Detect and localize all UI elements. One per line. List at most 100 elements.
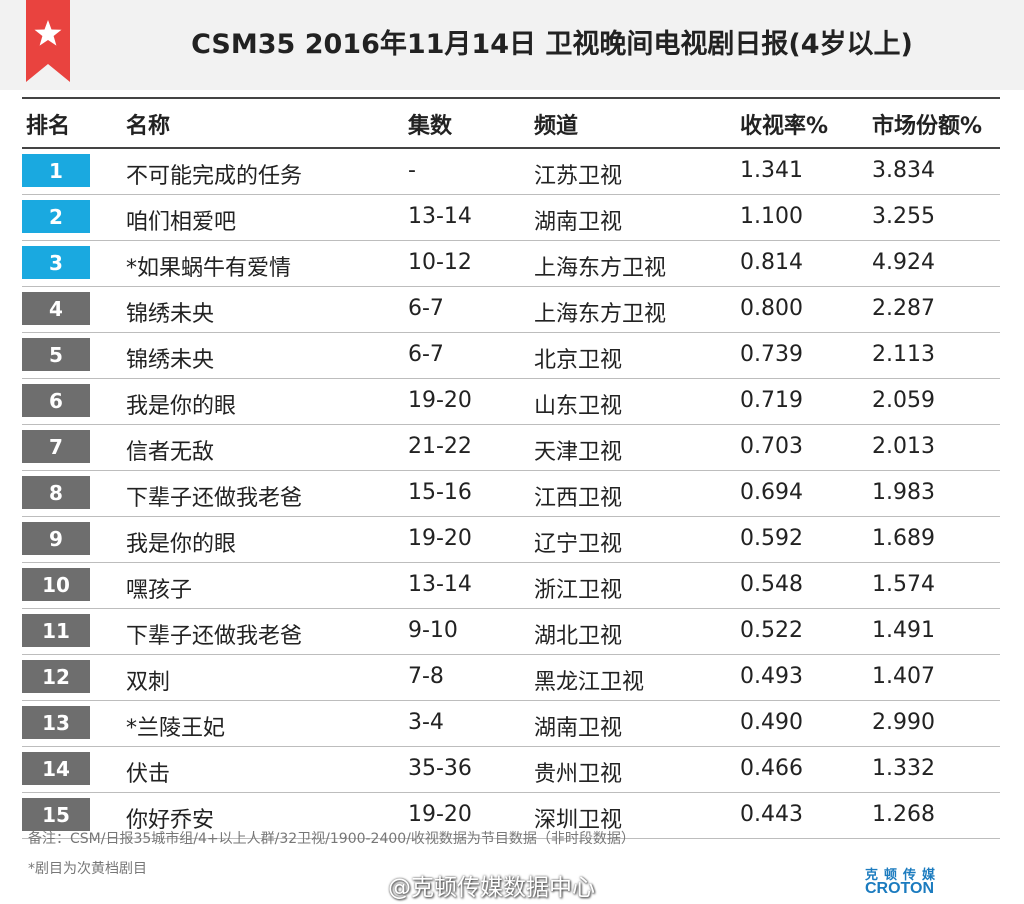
share-cell: 2.990 [872,710,935,735]
rating-cell: 1.341 [740,158,803,183]
table-row: 14 伏击 35-36 贵州卫视 0.466 1.332 [22,747,1000,793]
report-header: CSM35 2016年11月14日 卫视晚间电视剧日报(4岁以上) [0,0,1024,90]
table-row: 4 锦绣未央 6-7 上海东方卫视 0.800 2.287 [22,287,1000,333]
drama-name: 下辈子还做我老爸 [126,486,303,511]
rank-badge: 8 [22,476,90,509]
rating-cell: 0.694 [740,480,803,505]
episodes-cell: 13-14 [408,572,472,597]
episodes-cell: 10-12 [408,250,472,275]
rank-badge: 7 [22,430,90,463]
drama-name: *如果蜗牛有爱情 [126,256,292,281]
rank-badge: 2 [22,200,90,233]
share-cell: 2.287 [872,296,935,321]
rank-badge: 11 [22,614,90,647]
table-row: 10 嘿孩子 13-14 浙江卫视 0.548 1.574 [22,563,1000,609]
channel-cell: 江苏卫视 [534,164,623,189]
rating-cell: 0.548 [740,572,803,597]
table-row: 3 *如果蜗牛有爱情 10-12 上海东方卫视 0.814 4.924 [22,241,1000,287]
croton-logo: 克顿传媒 CROTON [865,862,1015,902]
table-row: 12 双刺 7-8 黑龙江卫视 0.493 1.407 [22,655,1000,701]
rank-badge: 9 [22,522,90,555]
share-cell: 1.689 [872,526,935,551]
channel-cell: 山东卫视 [534,394,623,419]
table-row: 7 信者无敌 21-22 天津卫视 0.703 2.013 [22,425,1000,471]
episodes-cell: 21-22 [408,434,472,459]
episodes-cell: 13-14 [408,204,472,229]
drama-name: 锦绣未央 [126,302,215,327]
channel-cell: 天津卫视 [534,440,623,465]
share-cell: 2.059 [872,388,935,413]
rank-badge: 4 [22,292,90,325]
column-header-rank: 排名 [26,114,71,139]
channel-cell: 黑龙江卫视 [534,670,645,695]
footnote-secondary: *剧目为次黄档剧目 [28,861,147,877]
share-cell: 1.574 [872,572,935,597]
drama-name: 我是你的眼 [126,394,237,419]
drama-name: 锦绣未央 [126,348,215,373]
table-row: 1 不可能完成的任务 - 江苏卫视 1.341 3.834 [22,149,1000,195]
column-header-name: 名称 [126,114,171,139]
channel-cell: 湖北卫视 [534,624,623,649]
column-header-episodes: 集数 [408,114,453,139]
drama-name: 咱们相爱吧 [126,210,237,235]
episodes-cell: 35-36 [408,756,472,781]
rank-badge: 10 [22,568,90,601]
share-cell: 4.924 [872,250,935,275]
table-row: 11 下辈子还做我老爸 9-10 湖北卫视 0.522 1.491 [22,609,1000,655]
episodes-cell: 15-16 [408,480,472,505]
rating-cell: 0.719 [740,388,803,413]
table-row: 8 下辈子还做我老爸 15-16 江西卫视 0.694 1.983 [22,471,1000,517]
rating-cell: 0.443 [740,802,803,827]
rank-badge: 5 [22,338,90,371]
watermark: @克顿传媒数据中心 [388,875,595,901]
rating-cell: 0.814 [740,250,803,275]
table-header: 排名 名称 集数 频道 收视率% 市场份额% [22,97,1000,149]
share-cell: 3.255 [872,204,935,229]
share-cell: 1.491 [872,618,935,643]
channel-cell: 湖南卫视 [534,716,623,741]
column-header-rating: 收视率% [740,114,829,139]
share-cell: 1.268 [872,802,935,827]
channel-cell: 辽宁卫视 [534,532,623,557]
channel-cell: 上海东方卫视 [534,302,667,327]
rank-badge: 6 [22,384,90,417]
drama-name: 我是你的眼 [126,532,237,557]
channel-cell: 江西卫视 [534,486,623,511]
table-row: 2 咱们相爱吧 13-14 湖南卫视 1.100 3.255 [22,195,1000,241]
rank-badge: 3 [22,246,90,279]
drama-name: 伏击 [126,762,171,787]
episodes-cell: 7-8 [408,664,444,689]
channel-cell: 北京卫视 [534,348,623,373]
episodes-cell: 19-20 [408,802,472,827]
star-icon [26,0,70,82]
channel-cell: 贵州卫视 [534,762,623,787]
rank-badge: 12 [22,660,90,693]
logo-english-text: CROTON [865,880,935,897]
rating-cell: 1.100 [740,204,803,229]
rating-cell: 0.592 [740,526,803,551]
channel-cell: 浙江卫视 [534,578,623,603]
drama-name: 你好乔安 [126,808,215,833]
episodes-cell: - [408,158,416,183]
drama-name: 下辈子还做我老爸 [126,624,303,649]
rank-badge: 15 [22,798,90,831]
channel-cell: 上海东方卫视 [534,256,667,281]
share-cell: 1.983 [872,480,935,505]
column-header-share: 市场份额% [872,114,983,139]
channel-cell: 深圳卫视 [534,808,623,833]
page-title: CSM35 2016年11月14日 卫视晚间电视剧日报(4岁以上) [191,29,913,60]
share-cell: 1.407 [872,664,935,689]
episodes-cell: 6-7 [408,296,444,321]
share-cell: 2.013 [872,434,935,459]
croton-mark-icon [973,868,1007,896]
channel-cell: 湖南卫视 [534,210,623,235]
table-body: 1 不可能完成的任务 - 江苏卫视 1.341 3.834 2 咱们相爱吧 13-14 湖南卫视 1… [22,149,1000,839]
rank-badge: 13 [22,706,90,739]
rating-cell: 0.703 [740,434,803,459]
table-row: 5 锦绣未央 6-7 北京卫视 0.739 2.113 [22,333,1000,379]
share-cell: 1.332 [872,756,935,781]
table-row: 13 *兰陵王妃 3-4 湖南卫视 0.490 2.990 [22,701,1000,747]
rank-badge: 14 [22,752,90,785]
episodes-cell: 6-7 [408,342,444,367]
footnote: 备注：CSM/日报35城市组/4+以上人群/32卫视/1900-2400/收视数… [28,831,635,847]
